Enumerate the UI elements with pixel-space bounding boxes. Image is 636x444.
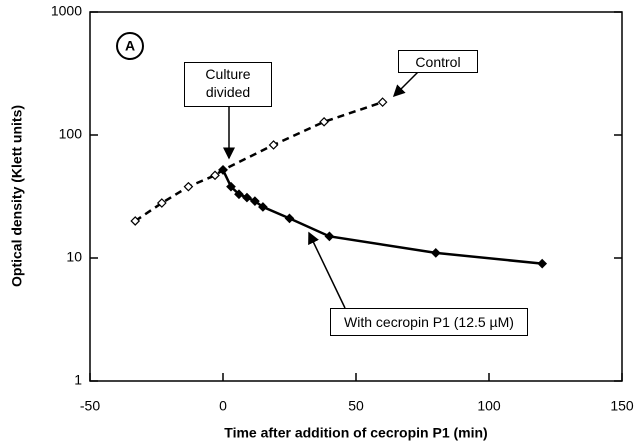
data-point [234,189,244,200]
data-point [250,196,260,206]
data-point [130,216,141,226]
data-point [284,213,295,224]
x-axis-label: Time after addition of cecropin P1 (min) [224,425,487,441]
y-tick-label: 10 [66,249,82,265]
arrow [308,231,346,309]
x-tick-label: 50 [348,398,364,414]
legend-box: With cecropin P1 (12.5 µM) [330,308,528,336]
annotation-box: Culture divided [184,62,272,107]
panel-circle [116,32,144,60]
x-tick-label: 0 [219,398,227,414]
data-point [268,140,279,150]
arrow [392,71,419,98]
y-tick-label: 100 [59,126,83,142]
data-point [377,97,388,107]
x-tick-label: 150 [610,398,634,414]
data-point [537,258,548,269]
x-tick-label: -50 [80,398,100,414]
data-point [258,202,268,212]
legend-box: Control [398,50,478,73]
data-point [324,231,335,242]
data-point [226,181,236,192]
data-point [156,198,167,208]
data-point [210,170,220,181]
data-point [430,248,441,258]
data-point [242,192,252,203]
data-point [319,116,329,127]
series-line [134,100,383,223]
data-point [183,181,194,192]
y-tick-label: 1000 [51,3,82,19]
series-line [221,169,543,265]
panel-label: A [125,38,135,54]
y-axis-label: Optical density (Klett units) [9,105,25,287]
data-point [218,165,228,175]
y-tick-label: 1 [74,372,82,388]
x-tick-label: 100 [477,398,501,414]
